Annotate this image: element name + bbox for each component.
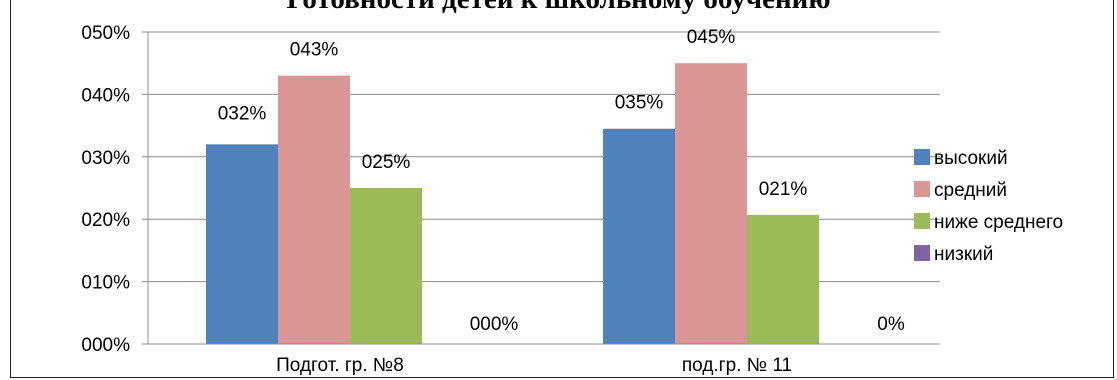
category-label: Подгот. гр. №8: [276, 355, 404, 376]
legend-label: высокий: [934, 148, 1008, 169]
data-label: 021%: [759, 179, 808, 200]
y-tick-label: 010%: [81, 273, 130, 294]
chart-title: Готовности детей к школьному обучению: [0, 0, 1117, 16]
chart-frame: [10, 0, 1114, 378]
legend-swatch: [914, 149, 930, 165]
data-label: 032%: [218, 103, 267, 124]
y-tick-label: 050%: [81, 23, 130, 44]
bar: [350, 188, 422, 344]
y-tick-label: 020%: [81, 210, 130, 231]
bar: [206, 144, 278, 344]
data-label: 000%: [470, 314, 519, 335]
bar: [747, 214, 819, 344]
legend-swatch: [914, 213, 930, 229]
bar: [278, 75, 350, 345]
bar: [675, 63, 747, 344]
data-label: 045%: [687, 27, 736, 48]
data-label: 035%: [615, 93, 664, 114]
legend-label: ниже среднего: [934, 212, 1063, 233]
bar: [603, 128, 675, 344]
legend-label: низкий: [934, 244, 993, 265]
legend-swatch: [914, 181, 930, 197]
category-label: под.гр. № 11: [682, 355, 792, 376]
y-tick-label: 030%: [81, 148, 130, 169]
legend-swatch: [914, 245, 930, 261]
y-tick-label: 040%: [81, 85, 130, 106]
data-label: 025%: [362, 152, 411, 173]
data-label: 043%: [290, 40, 339, 61]
legend-label: средний: [934, 180, 1007, 201]
y-tick-label: 000%: [81, 335, 130, 356]
data-label: 0%: [877, 314, 905, 335]
